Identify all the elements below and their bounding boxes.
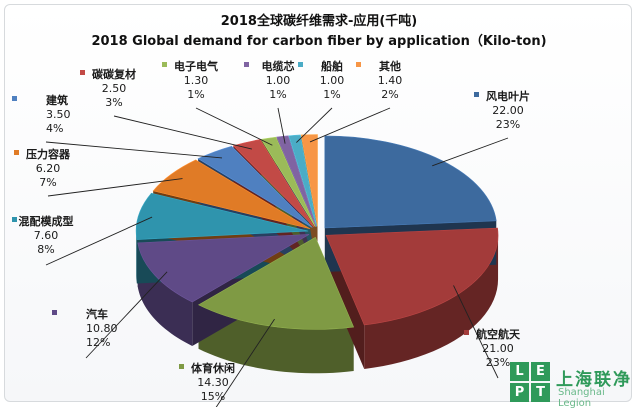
slice-percent: 12% bbox=[86, 336, 110, 349]
label-marker bbox=[12, 96, 17, 101]
chart-subtitle: 2018 Global demand for carbon fiber by a… bbox=[91, 34, 547, 49]
leader-line bbox=[453, 285, 499, 379]
slice-value: 2.50 bbox=[102, 82, 127, 95]
label-marker bbox=[464, 330, 469, 335]
pie-slice bbox=[197, 145, 313, 228]
pie-slice bbox=[325, 227, 499, 326]
slice-rim bbox=[137, 242, 193, 346]
slice-label: 体育休闲 bbox=[191, 361, 235, 375]
slice-percent: 1% bbox=[323, 88, 340, 101]
slice-value: 1.40 bbox=[378, 74, 403, 87]
label-marker bbox=[298, 62, 303, 67]
pie-slice bbox=[300, 134, 318, 227]
pie-slice bbox=[288, 134, 318, 227]
label-marker bbox=[12, 217, 17, 222]
leader-line bbox=[277, 107, 286, 144]
slice-label: 建筑 bbox=[46, 93, 68, 107]
leader-line bbox=[195, 107, 273, 146]
watermark-logo: L E P T bbox=[510, 362, 550, 402]
leader-line bbox=[113, 115, 253, 150]
slice-label: 电缆芯 bbox=[262, 59, 295, 73]
pie-slice bbox=[137, 234, 310, 303]
slice-label: 混配模成型 bbox=[19, 214, 74, 228]
slice-value: 14.30 bbox=[197, 376, 229, 389]
slice-value: 10.80 bbox=[86, 322, 118, 335]
slice-label: 汽车 bbox=[86, 307, 108, 321]
slice-value: 1.00 bbox=[320, 74, 345, 87]
label-marker bbox=[80, 70, 85, 75]
leader-line bbox=[45, 216, 153, 266]
slice-value: 22.00 bbox=[492, 104, 524, 117]
slice-percent: 2% bbox=[381, 88, 398, 101]
slice-label: 其他 bbox=[379, 59, 401, 73]
data-labels: 风电叶片22.0023%航空航天21.0023%体育休闲14.3015%汽车10… bbox=[12, 59, 530, 403]
chart-title: 2018全球碳纤维需求-应用(千吨) bbox=[220, 14, 418, 29]
label-marker bbox=[14, 150, 19, 155]
slice-percent: 3% bbox=[105, 96, 122, 109]
slice-label: 电子电气 bbox=[174, 59, 218, 73]
slice-percent: 1% bbox=[269, 88, 286, 101]
slice-rim bbox=[136, 231, 137, 284]
slice-value: 1.30 bbox=[184, 74, 209, 87]
slice-label: 压力容器 bbox=[26, 147, 71, 161]
leader-line bbox=[296, 107, 333, 143]
leader-line bbox=[47, 178, 183, 197]
pie-slice bbox=[276, 135, 317, 227]
slice-value: 21.00 bbox=[482, 342, 514, 355]
slice-label: 船舶 bbox=[321, 59, 343, 73]
watermark-subtext: Shanghai Legion bbox=[558, 387, 605, 409]
slice-percent: 8% bbox=[37, 243, 54, 256]
slice-label: 风电叶片 bbox=[486, 89, 530, 103]
slice-value: 3.50 bbox=[46, 108, 71, 121]
slice-percent: 7% bbox=[39, 176, 56, 189]
leader-lines bbox=[45, 107, 509, 407]
leader-line bbox=[432, 137, 509, 167]
slice-percent: 15% bbox=[201, 390, 225, 403]
pie-slice bbox=[152, 159, 311, 230]
slice-rim bbox=[198, 304, 354, 374]
watermark: L E P T 上海联净 Shanghai Legion bbox=[510, 362, 636, 409]
leader-line bbox=[85, 271, 168, 359]
watermark-text: 上海联净 bbox=[556, 370, 632, 390]
label-marker bbox=[162, 62, 167, 67]
slice-label: 航空航天 bbox=[476, 327, 521, 341]
slice-percent: 4% bbox=[46, 122, 63, 135]
label-marker bbox=[52, 310, 57, 315]
pie-slice bbox=[197, 236, 355, 330]
slice-percent: 1% bbox=[187, 88, 204, 101]
slice-value: 7.60 bbox=[34, 229, 59, 242]
slice-percent: 23% bbox=[486, 356, 510, 369]
slice-value: 6.20 bbox=[36, 162, 61, 175]
leader-line bbox=[45, 141, 223, 159]
label-marker bbox=[474, 92, 479, 97]
leader-line bbox=[309, 107, 391, 143]
slice-percent: 23% bbox=[496, 118, 520, 131]
slice-rim bbox=[364, 235, 499, 369]
label-marker bbox=[244, 62, 249, 67]
slice-value: 1.00 bbox=[266, 74, 291, 87]
pie-slice bbox=[324, 135, 497, 229]
leader-line bbox=[215, 318, 275, 407]
slice-label: 碳碳复材 bbox=[92, 67, 136, 81]
pie-slice bbox=[260, 136, 316, 227]
pie-slice bbox=[135, 192, 309, 240]
pie-tops bbox=[135, 134, 499, 330]
label-marker bbox=[356, 62, 361, 67]
label-marker bbox=[179, 364, 184, 369]
